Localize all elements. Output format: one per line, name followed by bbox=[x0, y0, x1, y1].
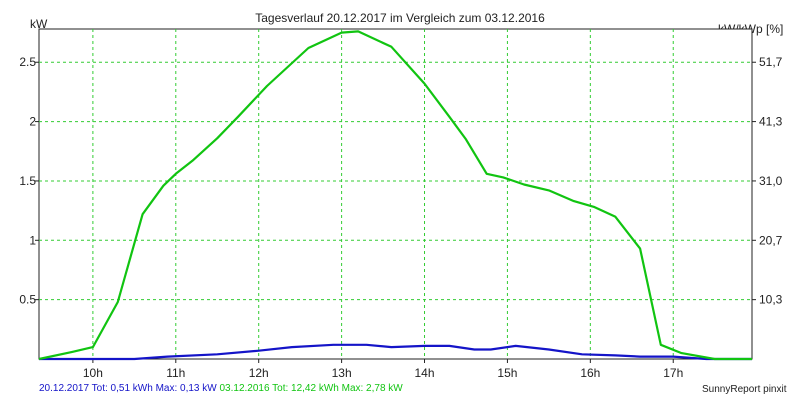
y-tick-label-left: 0.5 bbox=[19, 293, 36, 307]
x-tick-label: 12h bbox=[249, 366, 269, 380]
series-line-03-12-2016 bbox=[38, 30, 752, 361]
plot-area bbox=[38, 28, 753, 360]
x-tick-label: 13h bbox=[332, 366, 352, 380]
x-tick-label: 16h bbox=[580, 366, 600, 380]
footer-series2-summary: 03.12.2016 Tot: 12,42 kWh Max: 2,78 kW bbox=[219, 383, 403, 394]
x-tick-label: 11h bbox=[166, 366, 185, 380]
chart-footer: 20.12.2017 Tot: 0,51 kWh Max: 0,13 kW 03… bbox=[39, 383, 403, 394]
y-tick-label-right: 51,7 bbox=[759, 55, 783, 69]
y-axis-label-left: kW bbox=[30, 17, 48, 31]
x-tick-label: 17h bbox=[663, 366, 683, 380]
footer-series1-summary: 20.12.2017 Tot: 0,51 kWh Max: 0,13 kW bbox=[39, 383, 217, 394]
y-tick-label-right: 41,3 bbox=[759, 115, 783, 129]
y-tick-label-right: 20,7 bbox=[759, 233, 783, 247]
y-tick-label-right: 31,0 bbox=[759, 174, 783, 188]
y-tick-label-left: 1.5 bbox=[19, 174, 36, 188]
x-tick-label: 15h bbox=[497, 366, 517, 380]
y-tick-label-left: 2 bbox=[29, 115, 36, 129]
series-line-20-12-2017 bbox=[39, 343, 752, 361]
brand-credit: SunnyReport pinxit bbox=[702, 384, 787, 395]
x-tick-label: 10h bbox=[83, 366, 103, 380]
y-tick-label-left: 1 bbox=[29, 233, 36, 247]
y-tick-label-right: 10,3 bbox=[759, 293, 783, 307]
chart-title: Tagesverlauf 20.12.2017 im Vergleich zum… bbox=[255, 11, 545, 25]
x-tick-label: 14h bbox=[415, 366, 435, 380]
y-tick-label-left: 2.5 bbox=[19, 55, 36, 69]
